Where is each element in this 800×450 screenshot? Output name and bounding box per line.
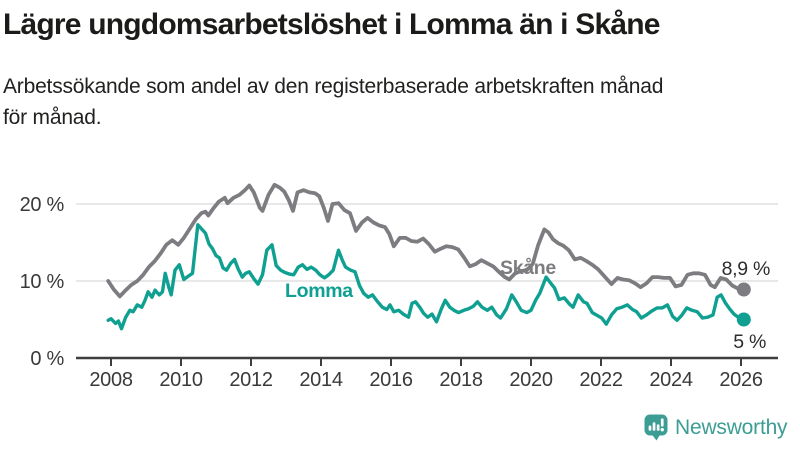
x-tick-label-2018: 2018 <box>439 369 482 391</box>
chart-title: Lägre ungdomsarbetslöshet i Lomma än i S… <box>3 8 660 41</box>
chart-subtitle-line2: för månad. <box>3 106 102 129</box>
x-tick-label-2026: 2026 <box>719 369 762 391</box>
x-tick-label-2010: 2010 <box>159 369 202 391</box>
x-tick-label-2014: 2014 <box>299 369 342 391</box>
y-tick-label-0: 0 % <box>30 348 64 370</box>
series-line-skane <box>106 182 746 299</box>
series-end-value-skane: 8,9 % <box>722 258 770 280</box>
series-label-skane: Skåne <box>500 256 556 279</box>
newsworthy-logo: Newsworthy <box>644 414 788 441</box>
x-tick-label-2016: 2016 <box>369 369 412 391</box>
newsworthy-logo-icon <box>644 414 668 441</box>
series-line-lomma <box>106 223 746 331</box>
series-end-dot-lomma <box>736 312 751 327</box>
x-tick-label-2012: 2012 <box>229 369 272 391</box>
series-end-dot-skane <box>736 282 751 297</box>
x-tick-label-2024: 2024 <box>649 369 692 391</box>
chart-subtitle-line1: Arbetssökande som andel av den registerb… <box>3 75 664 98</box>
y-tick-label-10: 10 % <box>20 271 65 293</box>
x-tick-label-2022: 2022 <box>579 369 622 391</box>
series-label-lomma: Lomma <box>285 280 353 302</box>
y-tick-label-20: 20 % <box>20 194 65 216</box>
x-tick-label-2020: 2020 <box>509 369 552 391</box>
x-tick-label-2008: 2008 <box>89 369 132 391</box>
newsworthy-logo-text: Newsworthy <box>675 415 788 439</box>
series-end-value-lomma: 5 % <box>733 331 766 353</box>
chart-subtitle: Arbetssökande som andel av den registerb… <box>3 71 783 133</box>
